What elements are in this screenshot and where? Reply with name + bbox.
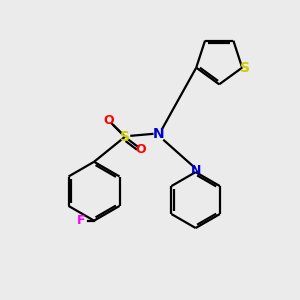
Text: O: O bbox=[103, 114, 114, 127]
Text: S: S bbox=[240, 61, 250, 75]
Text: O: O bbox=[136, 143, 146, 157]
Text: S: S bbox=[120, 130, 130, 144]
Text: N: N bbox=[153, 127, 165, 141]
Text: F: F bbox=[77, 214, 86, 227]
Text: N: N bbox=[190, 164, 201, 177]
